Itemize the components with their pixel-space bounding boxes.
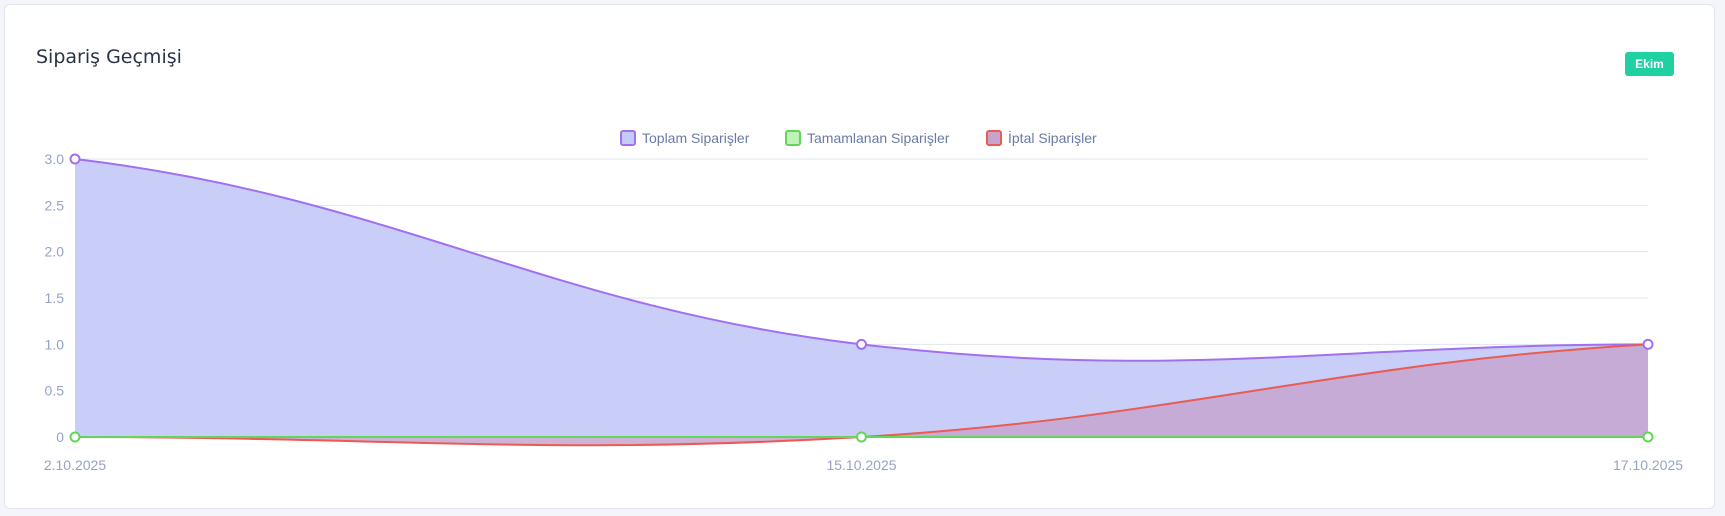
data-point <box>1642 431 1654 443</box>
y-tick-label: 2.0 <box>45 244 65 260</box>
legend-item: Tamamlanan Siparişler <box>785 130 950 146</box>
y-tick-label: 0 <box>56 429 64 445</box>
x-tick-label: 15.10.2025 <box>826 457 896 473</box>
data-point <box>1642 338 1654 350</box>
series-area-i-ptal-sipari-ler <box>75 344 1648 446</box>
data-point <box>856 431 867 443</box>
legend-swatch <box>986 130 1002 146</box>
data-point <box>69 153 81 165</box>
x-tick-label: 17.10.2025 <box>1613 457 1683 473</box>
legend-item: Toplam Siparişler <box>620 130 750 146</box>
card-title: Sipariş Geçmişi <box>36 46 182 68</box>
y-tick-label: 2.5 <box>45 197 65 213</box>
y-tick-label: 0.5 <box>45 383 65 399</box>
x-tick-label: 2.10.2025 <box>44 457 106 473</box>
y-tick-label: 3.0 <box>45 151 65 167</box>
legend-label: Tamamlanan Siparişler <box>807 130 950 146</box>
legend-swatch <box>785 130 801 146</box>
series-area-toplam-sipari-ler <box>75 159 1648 437</box>
legend: Toplam Siparişler Tamamlanan Siparişler İp… <box>620 129 1097 146</box>
data-point <box>69 431 81 443</box>
month-filter-button[interactable]: Ekim <box>1625 52 1674 76</box>
legend-label: İptal Siparişler <box>1008 129 1097 146</box>
legend-item: İptal Siparişler <box>986 129 1097 146</box>
data-point <box>856 338 867 350</box>
legend-label: Toplam Siparişler <box>642 130 750 146</box>
legend-swatch <box>620 130 636 146</box>
y-tick-label: 1.0 <box>45 336 65 352</box>
y-tick-label: 1.5 <box>45 290 65 306</box>
